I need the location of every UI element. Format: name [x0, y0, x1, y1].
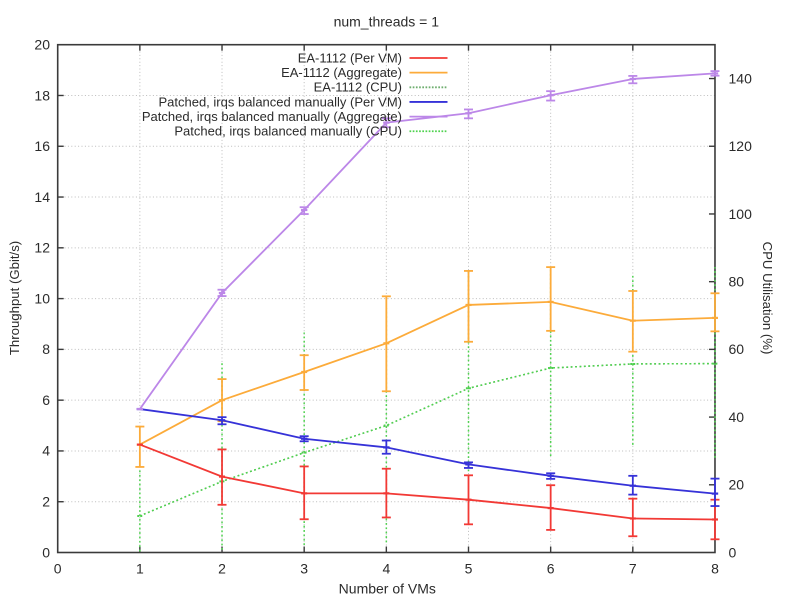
svg-text:7: 7	[629, 561, 637, 577]
svg-text:8: 8	[42, 341, 50, 357]
svg-text:100: 100	[729, 206, 753, 222]
svg-text:Number of VMs: Number of VMs	[339, 581, 436, 597]
svg-text:40: 40	[729, 409, 745, 425]
svg-text:12: 12	[34, 240, 50, 256]
svg-text:20: 20	[729, 477, 745, 493]
svg-text:4: 4	[382, 561, 390, 577]
svg-text:120: 120	[729, 138, 753, 154]
svg-text:2: 2	[42, 494, 50, 510]
svg-text:Patched, irqs balanced manuall: Patched, irqs balanced manually (Per VM)	[158, 94, 402, 109]
svg-text:0: 0	[54, 561, 62, 577]
svg-text:4: 4	[42, 443, 50, 459]
svg-text:20: 20	[34, 37, 50, 53]
svg-text:10: 10	[34, 290, 50, 306]
svg-text:Patched, irqs balanced manuall: Patched, irqs balanced manually (Aggrega…	[142, 109, 402, 124]
svg-text:8: 8	[711, 561, 719, 577]
svg-text:EA-1112 (Per VM): EA-1112 (Per VM)	[298, 50, 402, 65]
svg-text:CPU Utilisation (%): CPU Utilisation (%)	[760, 242, 775, 355]
svg-text:1: 1	[136, 561, 144, 577]
svg-text:6: 6	[547, 561, 555, 577]
svg-text:60: 60	[729, 341, 745, 357]
svg-text:14: 14	[34, 189, 50, 205]
svg-text:Throughput (Gbit/s): Throughput (Gbit/s)	[7, 241, 22, 355]
svg-text:16: 16	[34, 138, 50, 154]
svg-text:140: 140	[729, 70, 753, 86]
svg-text:Patched, irqs balanced manuall: Patched, irqs balanced manually (CPU)	[174, 124, 402, 139]
svg-text:num_threads = 1: num_threads = 1	[334, 14, 440, 30]
svg-text:18: 18	[34, 87, 50, 103]
svg-text:6: 6	[42, 392, 50, 408]
svg-text:0: 0	[42, 544, 50, 560]
svg-text:80: 80	[729, 273, 745, 289]
svg-text:3: 3	[300, 561, 308, 577]
svg-text:EA-1112 (CPU): EA-1112 (CPU)	[314, 80, 402, 95]
svg-text:EA-1112 (Aggregate): EA-1112 (Aggregate)	[281, 65, 402, 80]
svg-text:0: 0	[729, 544, 737, 560]
svg-text:5: 5	[465, 561, 473, 577]
svg-text:2: 2	[218, 561, 226, 577]
